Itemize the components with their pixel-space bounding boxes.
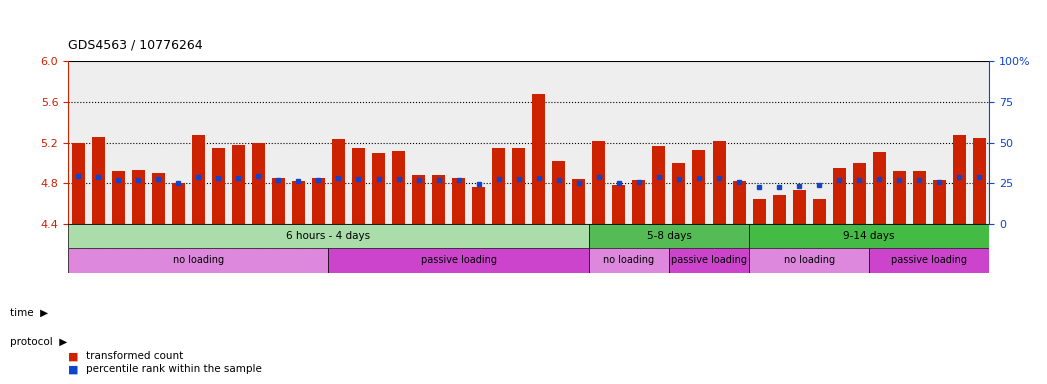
Bar	[652, 146, 666, 224]
Bar	[352, 148, 365, 224]
Text: 9-14 days: 9-14 days	[844, 231, 895, 241]
Bar	[71, 143, 85, 224]
Bar	[329, 248, 588, 273]
Bar	[873, 152, 886, 224]
Bar	[773, 195, 785, 224]
Text: no loading: no loading	[173, 255, 224, 265]
Bar	[452, 178, 465, 224]
Bar	[632, 180, 645, 224]
Bar	[713, 141, 726, 224]
Bar	[372, 153, 385, 224]
Bar	[292, 181, 305, 224]
Bar	[672, 163, 686, 224]
Bar	[432, 175, 445, 224]
Text: no loading: no loading	[603, 255, 654, 265]
Bar	[669, 248, 749, 273]
Bar	[532, 94, 545, 224]
Bar	[413, 175, 425, 224]
Bar	[112, 171, 125, 224]
Bar	[272, 178, 285, 224]
Bar	[973, 137, 986, 224]
Bar	[392, 151, 405, 224]
Bar	[252, 143, 265, 224]
Bar	[953, 134, 966, 224]
Bar	[793, 190, 805, 224]
Bar	[733, 181, 745, 224]
Bar	[869, 248, 989, 273]
Bar	[68, 248, 329, 273]
Text: no loading: no loading	[783, 255, 834, 265]
Bar	[332, 139, 344, 224]
Text: passive loading: passive loading	[891, 255, 967, 265]
Text: percentile rank within the sample: percentile rank within the sample	[86, 364, 262, 374]
Bar	[211, 148, 225, 224]
Bar	[933, 180, 945, 224]
Text: time  ▶: time ▶	[10, 308, 48, 318]
Text: passive loading: passive loading	[671, 255, 747, 265]
Bar	[492, 148, 506, 224]
Bar	[692, 150, 706, 224]
Text: transformed count: transformed count	[86, 351, 183, 361]
Bar	[472, 187, 485, 224]
Bar	[132, 170, 144, 224]
Bar	[91, 137, 105, 224]
Bar	[68, 224, 588, 248]
Bar	[231, 145, 245, 224]
Text: ■: ■	[68, 364, 79, 374]
Bar	[749, 248, 869, 273]
Bar	[749, 224, 989, 248]
Bar	[612, 185, 625, 224]
Bar	[552, 161, 565, 224]
Bar	[512, 148, 526, 224]
Bar	[832, 168, 846, 224]
Text: 6 hours - 4 days: 6 hours - 4 days	[287, 231, 371, 241]
Text: passive loading: passive loading	[421, 255, 496, 265]
Bar	[812, 199, 826, 224]
Bar	[573, 179, 585, 224]
Bar	[913, 171, 926, 224]
Bar	[852, 163, 866, 224]
Bar	[192, 134, 205, 224]
Bar	[172, 183, 184, 224]
Bar	[588, 248, 669, 273]
Bar	[753, 199, 765, 224]
Bar	[893, 171, 906, 224]
Text: protocol  ▶: protocol ▶	[10, 337, 68, 347]
Bar	[152, 173, 164, 224]
Bar	[312, 178, 325, 224]
Text: ■: ■	[68, 351, 79, 361]
Text: 5-8 days: 5-8 days	[646, 231, 691, 241]
Text: GDS4563 / 10776264: GDS4563 / 10776264	[68, 39, 203, 52]
Bar	[593, 141, 605, 224]
Bar	[588, 224, 749, 248]
